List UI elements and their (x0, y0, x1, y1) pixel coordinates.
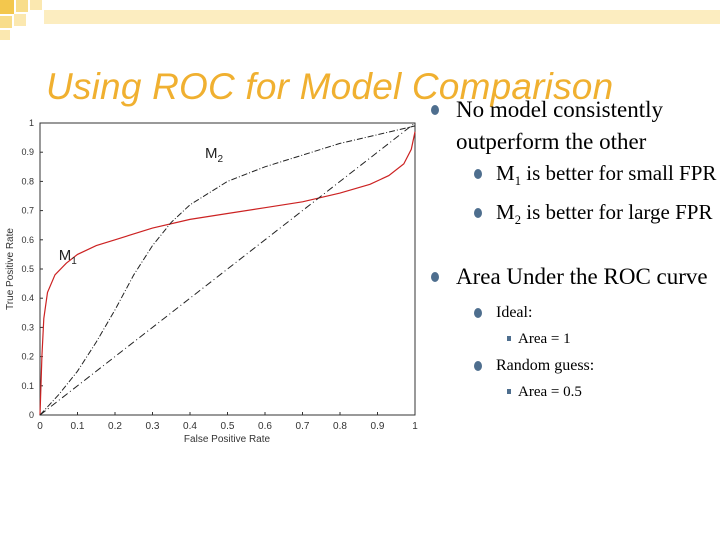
bullet-text: Random guess: (496, 357, 595, 375)
x-tick-label: 0.1 (71, 421, 85, 432)
series-random-line (39, 122, 416, 416)
bullet-m2: M2 is better for large FPR (428, 197, 718, 236)
y-axis-label: True Positive Rate (5, 228, 16, 310)
series-M1-line (39, 131, 416, 416)
y-tick-label: 0.2 (21, 352, 34, 362)
x-tick-label: 1 (412, 421, 418, 432)
bullet-dot-icon (474, 361, 482, 372)
bullet-text: Ideal: (496, 304, 533, 322)
slide-title: Using ROC for Model Comparison (46, 66, 614, 107)
x-tick-label: 0.5 (221, 421, 235, 432)
bullet-dot-icon (431, 105, 439, 115)
bullet-no-model: No model consistently outperform the oth… (428, 94, 718, 158)
y-tick-label: 1 (29, 118, 34, 128)
roc-chart: 0 0.1 0.2 0.3 0.4 0.5 0.6 0.7 0.8 0.9 1 0 0.1 0.2 0.3… (5, 118, 418, 445)
m2-subscript: 2 (514, 213, 521, 228)
square-bullet-icon (507, 389, 511, 395)
x-tick-label: 0.4 (183, 421, 197, 432)
bullet-list: No model consistently outperform the oth… (428, 94, 718, 405)
bullet-random: Random guess: (428, 352, 718, 379)
square-bullet-icon (507, 336, 511, 342)
x-tick-label: 0.2 (108, 421, 122, 432)
bullet-text: Area = 0.5 (518, 384, 582, 401)
x-tick-label: 0.9 (371, 421, 385, 432)
y-tick-label: 0.5 (21, 264, 34, 274)
x-axis-label: False Positive Rate (184, 434, 271, 445)
y-tick-label: 0.3 (21, 322, 34, 332)
y-tick-label: 0.9 (21, 147, 34, 157)
bullet-m1: M1 is better for small FPR (428, 158, 718, 197)
y-tick-label: 0.6 (21, 235, 34, 245)
bullet-text: Area = 1 (518, 331, 571, 348)
y-tick-label: 0.1 (21, 381, 34, 391)
bullet-dot-icon (474, 169, 482, 179)
y-tick-label: 0.8 (21, 176, 34, 186)
bullet-text: No model consistently outperform the oth… (456, 97, 663, 154)
y-tick-label: 0 (29, 410, 34, 420)
bullet-ideal-area: Area = 1 (428, 326, 718, 352)
bullet-dot-icon (474, 308, 482, 319)
x-tick-label: 0.7 (296, 421, 310, 432)
bullet-dot-icon (474, 208, 482, 219)
m1-name: M (496, 161, 515, 185)
series-M2-line (39, 125, 416, 416)
x-tick-label: 0.6 (258, 421, 272, 432)
m1-subscript: 1 (514, 174, 521, 189)
bullet-text: Area Under the ROC curve (456, 264, 708, 290)
bullet-random-area: Area = 0.5 (428, 379, 718, 405)
y-tick-label: 0.4 (21, 293, 34, 303)
x-tick-label: 0.3 (146, 421, 160, 432)
x-tick-label: 0.8 (333, 421, 347, 432)
bullet-ideal: Ideal: (428, 299, 718, 326)
m2-name: M (496, 200, 515, 225)
bullet-auc: Area Under the ROC curve (428, 261, 718, 293)
bullet-dot-icon (431, 272, 439, 283)
m2-text: is better for large FPR (520, 200, 713, 225)
m1-text: is better for small FPR (520, 161, 717, 185)
x-tick-label: 0 (37, 421, 43, 432)
y-tick-label: 0.7 (21, 206, 34, 216)
